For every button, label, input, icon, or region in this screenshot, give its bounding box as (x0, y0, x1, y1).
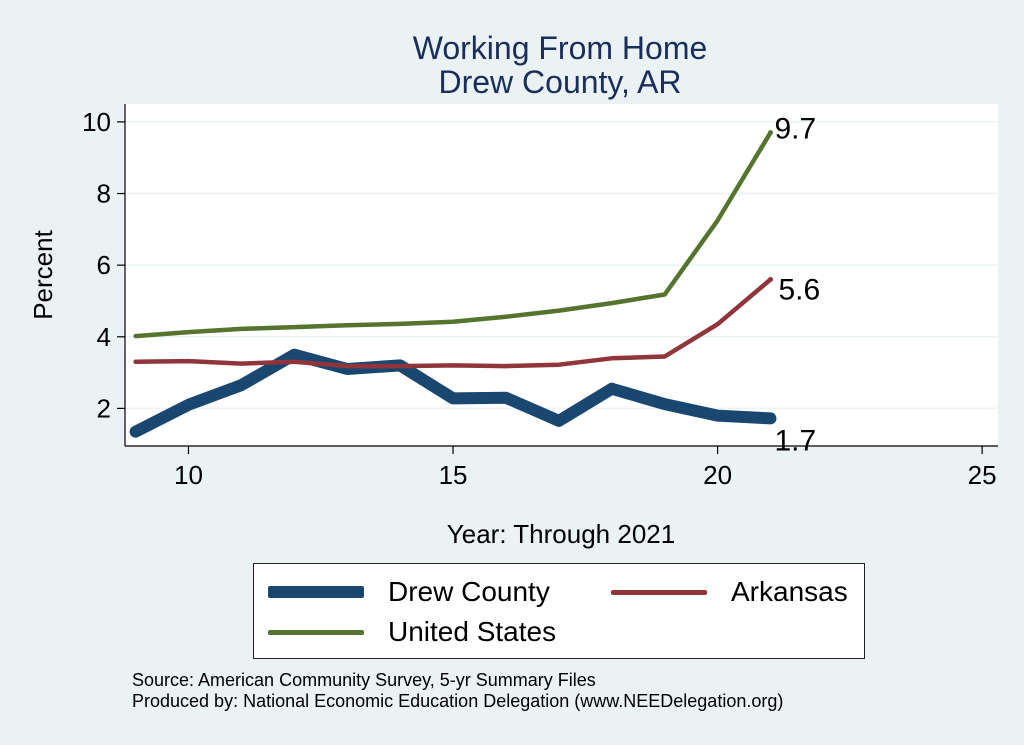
legend-swatch-arkansas (611, 589, 707, 595)
y-tick-label-4: 4 (97, 322, 111, 352)
end-label-drew-county: 1.7 (774, 424, 816, 457)
legend-label-drew-county: Drew County (388, 576, 550, 607)
series-line-drew-county (129, 348, 777, 438)
legend-swatch-drew-county (268, 586, 364, 598)
axes: 2 4 6 8 10 10 15 20 25 (82, 104, 998, 490)
end-point-arkansas (767, 276, 773, 282)
series-line-arkansas (133, 277, 773, 369)
x-tick-label-15: 15 (439, 460, 468, 490)
series-lines (129, 130, 777, 438)
x-tick-label-25: 25 (968, 460, 997, 490)
plot-area (125, 104, 998, 446)
series-line-united-states (133, 130, 773, 339)
end-point-drew-county (767, 415, 773, 421)
y-axis-title: Percent (28, 229, 58, 319)
y-tick-label-10: 10 (82, 107, 111, 137)
chart-subtitle: Drew County, AR (438, 64, 682, 100)
legend-item-arkansas: Arkansas (611, 576, 848, 608)
gridlines (125, 121, 998, 410)
end-label-arkansas: 5.6 (778, 273, 820, 306)
y-tick-label-6: 6 (97, 250, 111, 280)
x-tick-label-20: 20 (703, 460, 732, 490)
y-tick-label-2: 2 (97, 393, 111, 423)
chart-title: Working From Home (412, 30, 708, 66)
legend-swatch-united-states (268, 629, 364, 635)
legend: Drew County Arkansas United States (253, 563, 865, 659)
end-labels: 1.7 5.6 9.7 (774, 113, 820, 458)
legend-label-arkansas: Arkansas (731, 576, 848, 607)
source-note: Source: American Community Survey, 5-yr … (132, 670, 596, 690)
end-point-united-states (767, 130, 773, 136)
x-tick-label-10: 10 (174, 460, 203, 490)
end-label-united-states: 9.7 (774, 113, 816, 146)
producer-note: Produced by: National Economic Education… (132, 691, 784, 711)
legend-item-drew-county: Drew County (268, 576, 550, 608)
x-axis-title: Year: Through 2021 (447, 519, 675, 549)
y-tick-label-8: 8 (97, 179, 111, 209)
legend-item-united-states: United States (268, 616, 556, 648)
legend-label-united-states: United States (388, 616, 557, 647)
